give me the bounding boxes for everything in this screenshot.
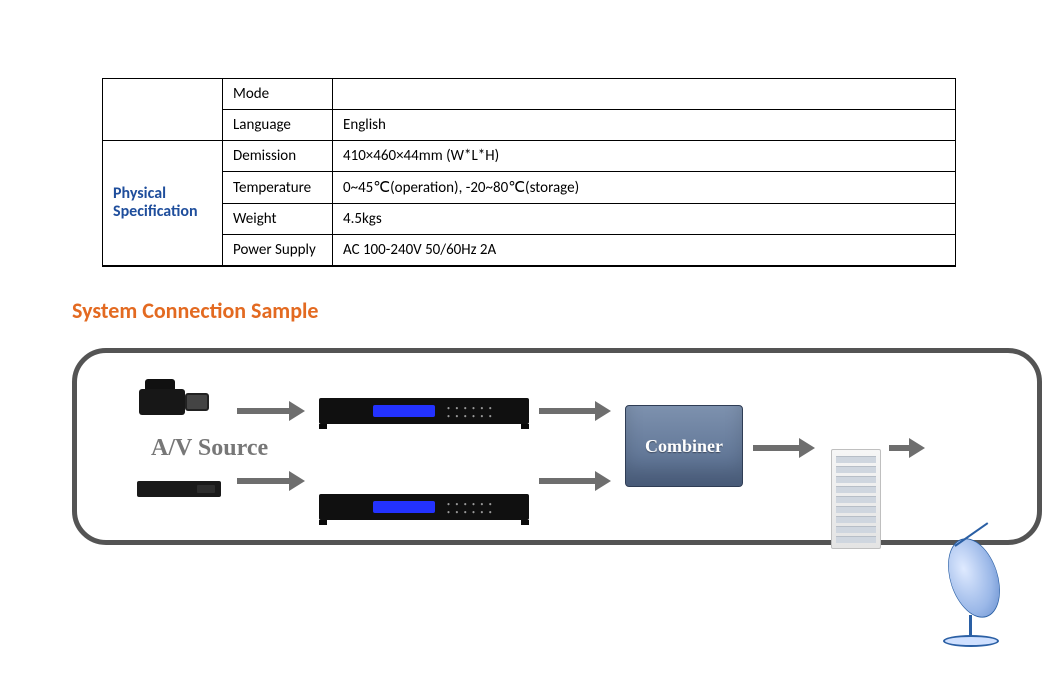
connection-diagram: A/V Source • • • • • •• • • • • • • • • • …	[72, 348, 1042, 545]
demission-label: Demission	[223, 141, 333, 172]
weight-label: Weight	[223, 204, 333, 235]
power-value: AC 100-240V 50/60Hz 2A	[333, 235, 956, 267]
av-source-label: A/V Source	[151, 435, 268, 462]
power-label: Power Supply	[223, 235, 333, 267]
encoder-rack-icon: • • • • • •• • • • • •	[319, 494, 529, 520]
section-heading: System Connection Sample	[72, 297, 1024, 324]
temperature-label: Temperature	[223, 172, 333, 204]
mode-label: Mode	[223, 79, 333, 110]
spec-table: Mode Language English Physical Specifica…	[102, 78, 956, 267]
video-camera-icon	[139, 375, 211, 417]
temperature-value: 0~45℃(operation), -20~80℃(storage)	[333, 172, 956, 204]
transmitter-rack-icon	[831, 449, 881, 549]
mode-value	[333, 79, 956, 110]
satellite-dish-icon	[933, 537, 1015, 647]
set-top-box-icon	[137, 481, 221, 497]
group0-header	[103, 79, 223, 141]
language-value: English	[333, 110, 956, 141]
combiner-node: Combiner	[625, 405, 743, 487]
weight-value: 4.5kgs	[333, 204, 956, 235]
group1-header: Physical Specification	[103, 141, 223, 267]
language-label: Language	[223, 110, 333, 141]
encoder-rack-icon: • • • • • •• • • • • •	[319, 398, 529, 424]
demission-value: 410×460×44mm (W*L*H)	[333, 141, 956, 172]
